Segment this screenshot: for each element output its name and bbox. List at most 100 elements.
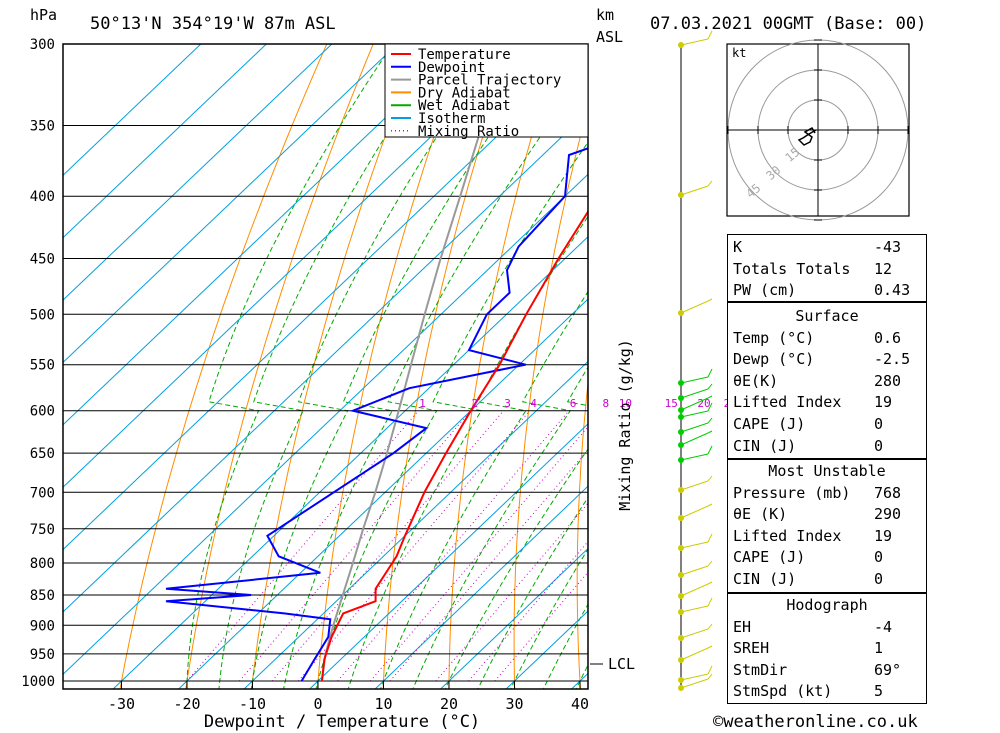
surface-title: Surface [728,306,926,328]
pressure-tick-label: 950 [30,647,55,663]
surface-row: CIN (J) 0 [728,436,926,458]
dry-adiabat-line [918,26,980,707]
most-unstable-value: 19 [874,526,892,548]
temperature-tick-label: 30 [505,695,523,713]
wind-barb [681,584,708,596]
mixing-ratio-axis-label: Mixing Ratio (g/kg) [616,339,634,511]
pressure-tick-label: 800 [30,556,55,572]
pressure-tick-label: 650 [30,446,55,462]
wind-barb [681,186,708,195]
most-unstable-title: Most Unstable [728,461,926,483]
dry-adiabat-line [117,26,335,707]
mixing-ratio-label: 6 [570,397,577,410]
hodograph-stats-value: -4 [874,617,892,639]
wind-barb [681,377,708,383]
mixing-ratio-label: 8 [602,397,609,410]
mixing-ratio-label: 1 [419,397,426,410]
pressure-tick-label: 300 [30,37,55,53]
pressure-tick-label: 400 [30,189,55,205]
most-unstable-panel: Most Unstable Pressure (mb) 768 θE (K) 290 L… [727,459,927,593]
dry-adiabat-line [183,26,381,707]
surface-label: Temp (°C) [733,328,814,350]
hodograph-stats-title: Hodograph [728,595,926,617]
wind-barb [681,606,708,612]
hodograph-stats-label: EH [733,617,751,639]
temperature-tick-label: 20 [440,695,458,713]
mixing-ratio-label: 2 [471,397,478,410]
pressure-axis: 3003504004505005506006507007508008509009… [21,37,55,690]
wind-barb-feather [708,299,712,301]
most-unstable-row: θE (K) 290 [728,504,926,526]
most-unstable-value: 768 [874,483,901,505]
legend-label: Mixing Ratio [418,124,519,140]
hodograph-stats-row: StmDir 69° [728,660,926,682]
mixing-ratio-label: 4 [530,397,537,410]
wind-barb [681,39,708,45]
totals-value: 12 [874,259,892,281]
wind-barbs [678,31,712,691]
wind-barb [681,454,708,460]
hodograph-stats-value: 5 [874,681,883,703]
mixing-ratio-labels: 12346810152025 [419,397,737,410]
wet-adiabat-line [186,26,405,707]
dry-adiabat-line [970,26,1000,707]
pressure-tick-label: 750 [30,522,55,538]
surface-label: θE(K) [733,371,778,393]
wind-barb [681,629,708,638]
wind-barb [681,566,708,575]
plot-frame [63,44,588,689]
surface-value: 0 [874,414,883,436]
mixing-ratio-line [187,411,418,681]
surface-row: Dewp (°C) -2.5 [728,349,926,371]
surface-panel: Surface Temp (°C) 0.6 Dewp (°C) -2.5 θE(K) 28… [727,302,927,459]
temperature-tick-label: 0 [313,695,322,713]
pressure-tick-label: 700 [30,485,55,501]
hodograph-stats-value: 69° [874,660,901,682]
most-unstable-row: Pressure (mb) 768 [728,483,926,505]
indices-panel: K -43 Totals Totals 12 PW (cm) 0.43 [727,234,927,302]
wind-barb [681,411,708,417]
totals-label: Totals Totals [733,259,850,281]
surface-row: Lifted Index 19 [728,392,926,414]
most-unstable-row: CAPE (J) 0 [728,547,926,569]
wind-barb-feather [708,476,712,481]
most-unstable-label: CIN (J) [733,569,796,591]
mixing-ratio-label: 15 [665,397,678,410]
pressure-tick-label: 900 [30,618,55,634]
surface-label: CIN (J) [733,436,796,458]
wind-barb-feather [708,674,712,679]
hodograph-stats-value: 1 [874,638,883,660]
hodograph-stats-row: SREH 1 [728,638,926,660]
surface-row: CAPE (J) 0 [728,414,926,436]
most-unstable-label: θE (K) [733,504,787,526]
most-unstable-value: 290 [874,504,901,526]
surface-label: Lifted Index [733,392,841,414]
surface-label: CAPE (J) [733,414,805,436]
wind-barb [681,679,708,688]
hodograph-stats-label: StmDir [733,660,787,682]
pressure-tick-label: 500 [30,307,55,323]
most-unstable-label: Pressure (mb) [733,483,850,505]
wind-barb-feather [708,666,712,674]
wind-barb [681,542,708,548]
dry-adiabat-line [638,26,702,707]
wind-barb-feather [708,431,712,433]
pressure-tick-label: 350 [30,119,55,135]
asl-label: ASL [596,28,623,46]
surface-value: 280 [874,371,901,393]
wind-barb-feather [708,646,712,648]
wind-barb-feather [708,418,712,423]
wind-barb-feather [708,598,712,606]
km-label: km [596,6,614,24]
most-unstable-label: Lifted Index [733,526,841,548]
surface-value: 19 [874,392,892,414]
hodograph-unit-label: kt [732,46,746,60]
hodograph-stats-row: EH -4 [728,617,926,639]
hodograph-stats-row: StmSpd (kt) 5 [728,681,926,703]
surface-label: Dewp (°C) [733,349,814,371]
x-axis-label: Dewpoint / Temperature (°C) [204,712,480,732]
temperature-tick-label: 40 [571,695,589,713]
mixing-ratio-line [338,411,569,681]
wind-barb-feather [708,384,712,389]
most-unstable-value: 0 [874,547,883,569]
